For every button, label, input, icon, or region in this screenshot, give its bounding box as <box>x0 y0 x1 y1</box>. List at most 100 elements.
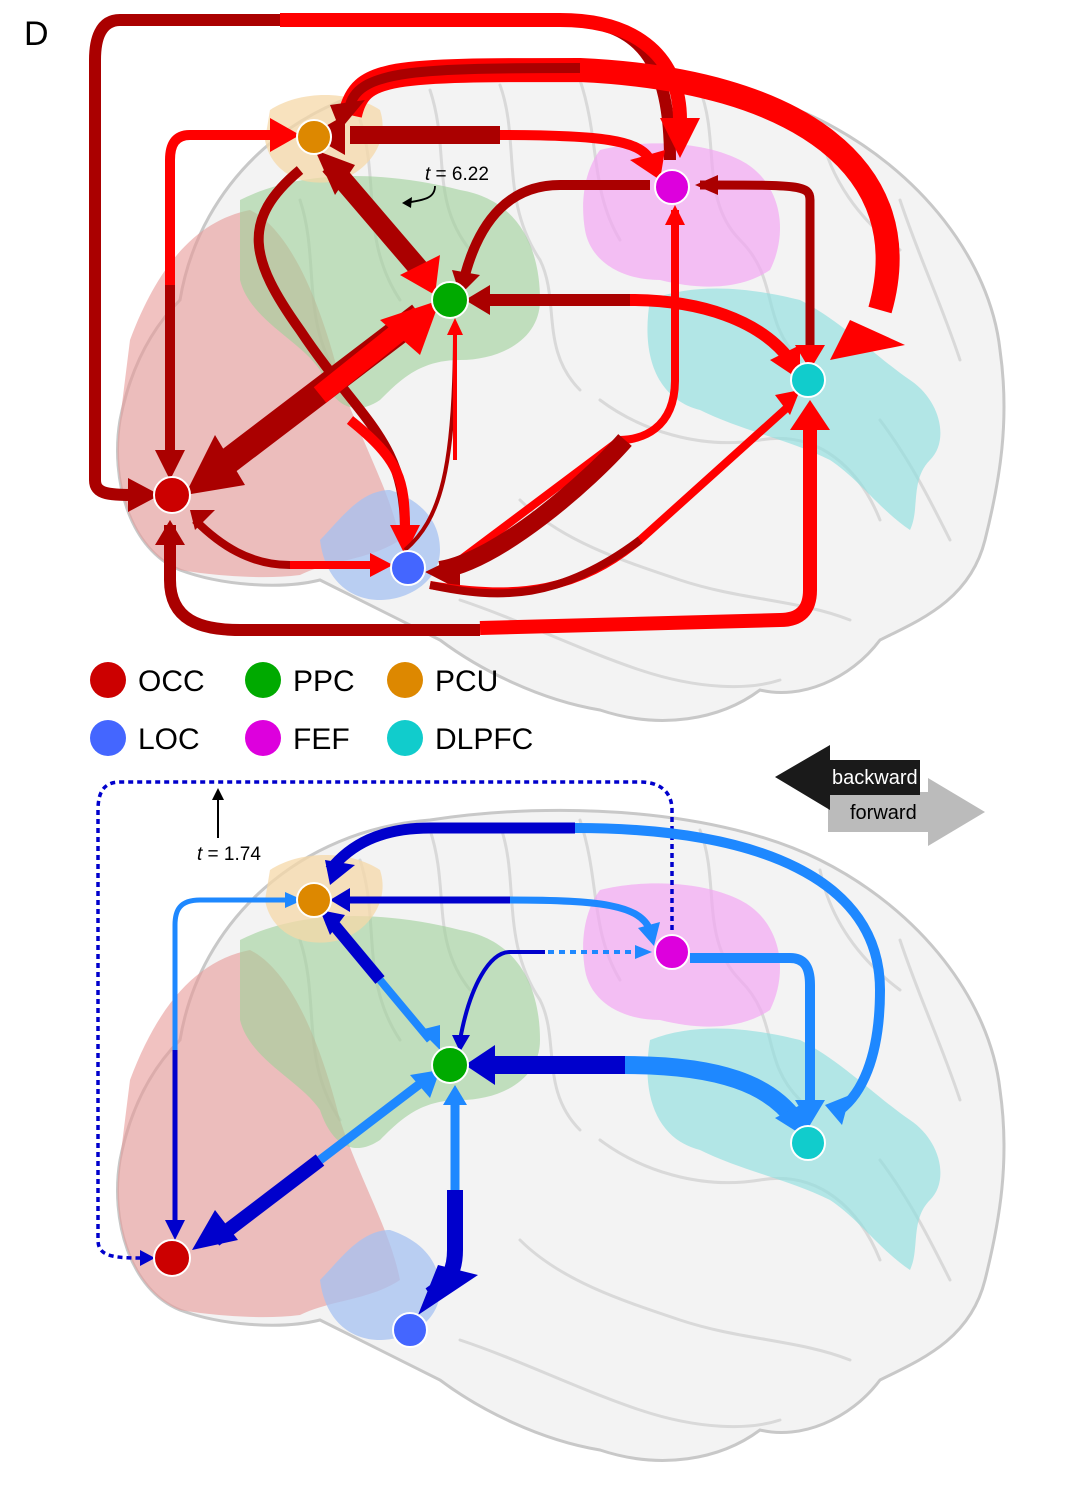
edge-dlpfc-to-pcu-arc-bottom <box>325 822 575 874</box>
arrowhead-fef-top <box>660 118 700 158</box>
arrowhead-fef-left-b <box>638 922 660 946</box>
edge-fef-to-dlpfc-b <box>690 953 815 1105</box>
arrowhead-loc-left <box>370 553 393 577</box>
arrowhead-dlpfc-bottom <box>790 400 830 430</box>
edge-fef-to-ppc-b <box>458 950 545 1041</box>
edge-pcu-to-dlpfc-arc-bottom <box>574 823 885 1114</box>
nodes-bottom <box>153 882 826 1348</box>
node-ppc-bottom <box>431 1046 469 1084</box>
t-bottom-pointer-head <box>212 788 224 800</box>
arrowhead-ppc-from-pcu <box>400 255 440 295</box>
backward-label: backward <box>832 767 918 789</box>
t-top-value: = 6.22 <box>430 164 489 185</box>
edge-dlpfc-to-fef <box>699 180 815 355</box>
node-ppc-top <box>431 281 469 319</box>
legend-label-loc: LOC <box>138 723 200 756</box>
brain-bottom <box>116 808 1006 1462</box>
occ-region-bottom <box>117 950 400 1318</box>
legend-label-fef: FEF <box>293 723 350 756</box>
nodes-top <box>153 119 826 586</box>
arrowhead-ppc-from-dlpfc <box>465 285 490 315</box>
edge-pcu-fef-horizontal-2 <box>499 130 655 163</box>
t-annotation-top: t = 6.22 <box>402 164 489 208</box>
legend-dot-occ <box>90 662 126 698</box>
arrowhead-fef-from-dlpfc <box>695 175 718 195</box>
edge-fef-to-ppc <box>460 180 650 277</box>
edge-occ-ppc-b-fwd <box>317 1076 428 1164</box>
arrowhead-ppc-from-occ-b <box>410 1070 440 1098</box>
legend-dot-ppc <box>245 662 281 698</box>
arrowhead-occ-br <box>190 510 215 530</box>
edge-fef-to-occ-dotted <box>96 780 674 1260</box>
node-occ-bottom <box>153 1239 191 1277</box>
arrowhead-occ-left <box>128 478 160 512</box>
edge-occ-dlpfc-bottom <box>164 525 480 636</box>
arrowhead-occ-from-ppc-b <box>192 1210 238 1250</box>
node-occ-top <box>153 476 191 514</box>
edge-pcu-to-ppc <box>322 158 428 277</box>
node-dlpfc-top <box>790 362 826 398</box>
arrowhead-dlpfc-big <box>830 320 905 360</box>
forward-label: forward <box>850 802 917 824</box>
legend-label-dlpfc: DLPFC <box>435 723 533 756</box>
legend-label-pcu: PCU <box>435 665 498 698</box>
panel-label: D <box>24 15 49 53</box>
legend-dot-pcu <box>387 662 423 698</box>
edge-fef-to-loc-dark <box>438 434 632 579</box>
arrowhead-pcu-from-ppc-b <box>320 910 345 935</box>
legend-label-ppc: PPC <box>293 665 355 698</box>
edge-dlpfc-ppc-fwd <box>629 294 795 364</box>
region-legend: OCC PPC PCU LOC FEF DLPFC <box>90 662 533 756</box>
edge-occ-ppc-b <box>210 1154 325 1246</box>
arrowhead-fef-bottom <box>665 205 685 225</box>
direction-legend: forward backward <box>775 745 985 846</box>
arrowhead-occ-top <box>155 450 185 480</box>
t-bottom-value: = 1.74 <box>202 844 261 865</box>
edge-pcu-to-loc-2 <box>346 416 410 531</box>
arrowhead-ppc-from-pcu-b <box>420 1025 440 1050</box>
legend-label-occ: OCC <box>138 665 205 698</box>
t-top-italic: t <box>425 164 431 185</box>
arrowhead-ppc-from-loc <box>447 318 463 335</box>
arrowhead-ppc-from-dlpfc-b <box>465 1045 495 1085</box>
top-connections <box>89 13 905 636</box>
arrowhead-loc-right <box>425 555 460 590</box>
arrowhead-pcu-right-b <box>330 888 350 912</box>
arrowhead-pcu-from-ppc <box>315 150 355 195</box>
edge-occ-to-loc <box>192 517 380 569</box>
edge-dlpfc-to-pcu-arc <box>345 63 581 107</box>
t-annotation-bottom: t = 1.74 <box>197 788 261 865</box>
t-bottom-italic: t <box>197 844 203 865</box>
arrowhead-dlpfc-from-loc <box>775 390 800 415</box>
edge-pcu-to-occ-left-b <box>172 897 290 1050</box>
arrowhead-occ-bottom <box>155 520 185 545</box>
fef-region-top <box>583 143 780 287</box>
arrowhead-ppc-from-loc-b <box>443 1085 467 1105</box>
arrowhead-fef-left-dot <box>635 945 652 959</box>
edge-pcu-to-fef-top <box>280 13 687 121</box>
arrowhead-ppc-from-occ <box>380 300 440 355</box>
node-dlpfc-bottom <box>790 1125 826 1161</box>
edge-pcu-fef-bottom-fwd <box>509 896 654 932</box>
arrowhead-dlpfc-from-fef <box>795 345 825 370</box>
edge-loc-to-dlpfc-dark <box>429 536 643 598</box>
edge-pcu-to-occ-left <box>165 130 275 455</box>
arrowhead-ppc-from-fef-b <box>452 1035 470 1052</box>
arrowhead-pcu-from-dlpfc-b <box>325 860 355 885</box>
backward-arrow-shape <box>775 745 920 810</box>
arrowhead-fef-left <box>630 150 665 180</box>
arrowhead-loc-from-ppc-b <box>418 1265 478 1315</box>
arrowhead-dlpfc-from-pcu-b <box>825 1095 850 1125</box>
arrowhead-dlpfc-from-fef-b <box>795 1100 825 1125</box>
svg-text:t = 6.22: t = 6.22 <box>425 164 489 185</box>
edge-dlpfc-ppc-b-fwd <box>624 1056 803 1126</box>
node-pcu-top <box>296 119 332 155</box>
ppc-region-bottom <box>240 916 540 1149</box>
arrowhead-occ-dotted <box>140 1250 155 1266</box>
t-top-pointer-head <box>402 197 412 208</box>
node-loc-top <box>390 550 426 586</box>
legend-dot-loc <box>90 720 126 756</box>
arrowhead-occ-from-ppc <box>185 435 245 495</box>
legend-dot-dlpfc <box>387 720 423 756</box>
edge-pcu-ppc-b <box>325 916 385 984</box>
